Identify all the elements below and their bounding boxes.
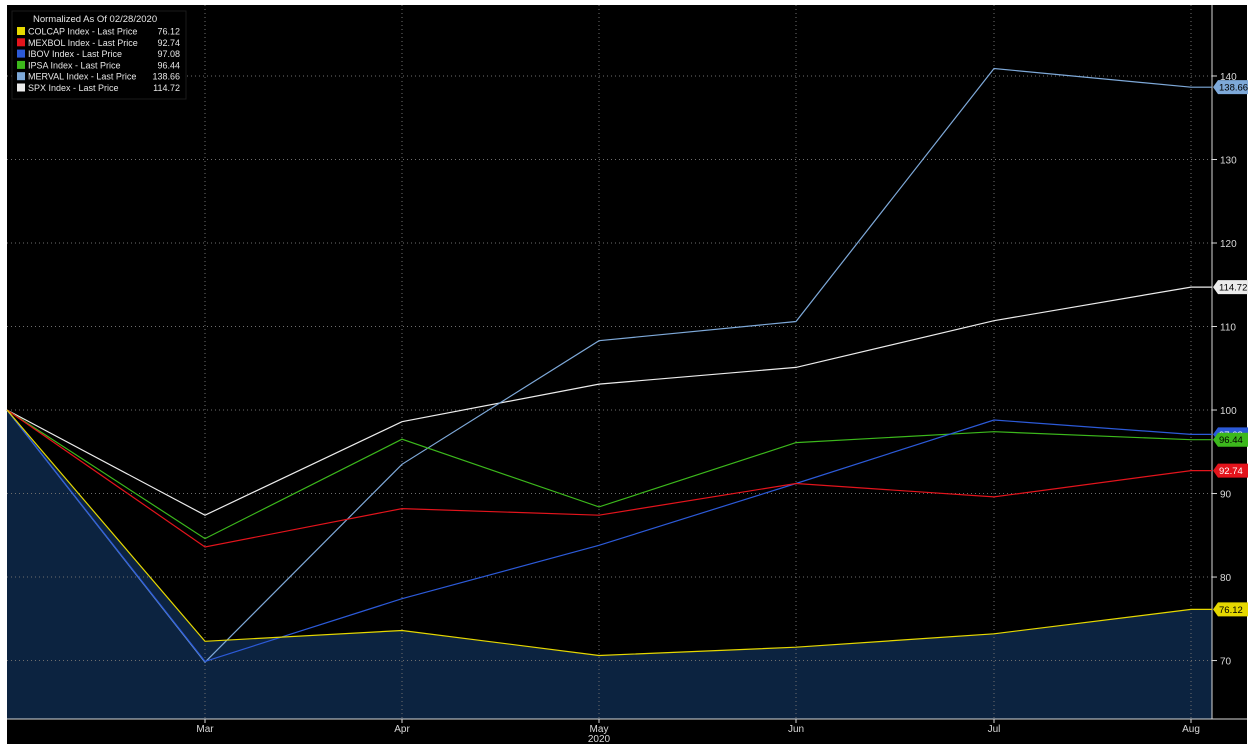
x-tick-label: Aug bbox=[1182, 724, 1200, 735]
last-value-label: 138.66 bbox=[1219, 83, 1248, 94]
y-tick-label: 70 bbox=[1220, 657, 1232, 668]
last-value-label: 92.74 bbox=[1219, 466, 1243, 477]
legend-entry-label: IBOV Index - Last Price bbox=[28, 49, 122, 59]
plot-area-background bbox=[7, 5, 1212, 719]
y-tick-label: 100 bbox=[1220, 406, 1237, 417]
legend-entry-label: MEXBOL Index - Last Price bbox=[28, 38, 138, 48]
legend-swatch bbox=[17, 60, 25, 69]
legend-swatch bbox=[17, 27, 25, 35]
legend-swatch bbox=[17, 72, 25, 81]
last-value-tag bbox=[1213, 80, 1248, 95]
legend-entry-label: IPSA Index - Last Price bbox=[28, 60, 121, 70]
last-value-tag bbox=[1213, 280, 1248, 295]
x-tick-label: Jul bbox=[988, 724, 1001, 735]
legend-box bbox=[11, 10, 187, 100]
y-tick-label: 140 bbox=[1220, 72, 1237, 83]
legend-entry-value: 138.66 bbox=[152, 72, 180, 82]
legend-entry-value: 114.72 bbox=[153, 83, 180, 93]
legend-entry-value: 92.74 bbox=[157, 38, 180, 48]
x-axis-panel bbox=[7, 719, 1247, 744]
series-line bbox=[6, 409, 1212, 657]
legend-swatch bbox=[17, 49, 25, 58]
series-line bbox=[6, 409, 1212, 548]
y-tick-label: 120 bbox=[1220, 239, 1237, 250]
legend-entry-label: MERVAL Index - Last Price bbox=[28, 72, 136, 82]
last-value-label: 96.44 bbox=[1219, 435, 1243, 446]
last-value-tag bbox=[1213, 463, 1248, 478]
area-fill bbox=[7, 410, 1212, 719]
last-value-label: 76.12 bbox=[1219, 605, 1243, 616]
y-tick-label: 90 bbox=[1220, 490, 1232, 501]
last-value-tag bbox=[1213, 602, 1248, 617]
series-line bbox=[6, 409, 1212, 663]
x-tick-label: May bbox=[590, 724, 609, 735]
x-tick-label: Apr bbox=[394, 724, 410, 735]
y-axis-panel bbox=[1212, 5, 1247, 719]
last-value-label: 114.72 bbox=[1219, 283, 1247, 294]
series-line bbox=[6, 67, 1212, 664]
y-tick-label: 110 bbox=[1220, 323, 1236, 334]
series-line bbox=[6, 409, 1212, 540]
legend-entry-label: SPX Index - Last Price bbox=[28, 83, 119, 93]
y-tick-label: 130 bbox=[1220, 155, 1237, 166]
legend-title: Normalized As Of 02/28/2020 bbox=[33, 14, 157, 25]
last-value-tag bbox=[1213, 432, 1248, 447]
legend-swatch bbox=[17, 83, 25, 92]
legend-entry-label: COLCAP Index - Last Price bbox=[28, 27, 137, 37]
x-year-label: 2020 bbox=[588, 734, 611, 745]
y-tick-label: 80 bbox=[1220, 573, 1232, 584]
legend-entry-value: 97.08 bbox=[157, 49, 180, 59]
legend-swatch bbox=[17, 38, 25, 47]
legend-entry-value: 76.12 bbox=[157, 27, 180, 37]
x-tick-label: Mar bbox=[196, 724, 214, 735]
legend-entry-value: 96.44 bbox=[157, 60, 180, 70]
x-tick-label: Jun bbox=[788, 724, 804, 735]
series-line bbox=[6, 286, 1212, 516]
